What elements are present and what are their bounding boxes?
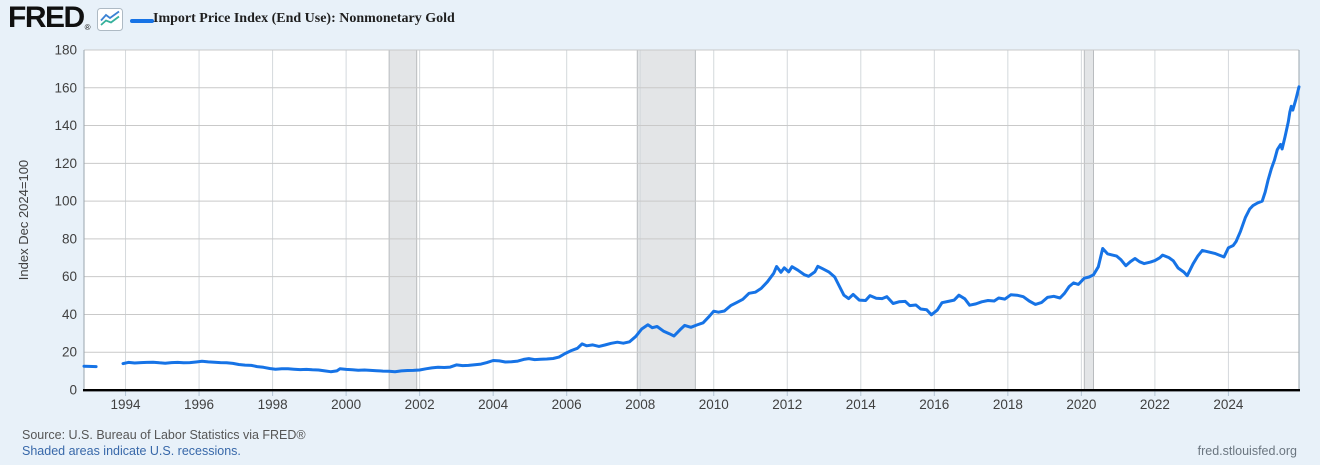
x-tick-label: 1998	[258, 397, 288, 412]
x-tick-label: 2014	[846, 397, 877, 412]
y-tick-label: 140	[54, 118, 77, 133]
series-line[interactable]	[121, 85, 1301, 374]
recession-note-link[interactable]: Shaded areas indicate U.S. recessions.	[22, 444, 241, 458]
fred-url-watermark[interactable]: fred.stlouisfed.org	[1197, 444, 1297, 458]
y-tick-label: 100	[54, 194, 77, 209]
fred-chart-icon	[97, 8, 123, 31]
recession-band	[1084, 50, 1094, 390]
y-tick-label: 120	[54, 156, 77, 171]
x-tick-label: 2010	[699, 397, 729, 412]
x-tick-label: 2018	[993, 397, 1023, 412]
x-tick-label: 2024	[1213, 397, 1244, 412]
fred-logo[interactable]: FRED®	[8, 1, 91, 40]
logo-blue-line	[100, 10, 120, 22]
recession-band	[637, 50, 696, 390]
x-tick-label: 1994	[111, 397, 142, 412]
y-tick-label: 0	[69, 383, 77, 398]
x-tick-label: 2004	[478, 397, 509, 412]
y-tick-label: 80	[62, 231, 77, 246]
y-tick-label: 180	[54, 43, 77, 58]
source-text: Source: U.S. Bureau of Labor Statistics …	[22, 428, 306, 442]
x-tick-label: 2000	[331, 397, 361, 412]
series-legend-label[interactable]: Import Price Index (End Use): Nonmonetar…	[153, 11, 455, 26]
recession-band	[389, 50, 417, 390]
registered-mark: ®	[84, 23, 91, 32]
legend-line-swatch	[130, 19, 154, 23]
x-tick-label: 2016	[919, 397, 949, 412]
x-axis-line	[83, 389, 1300, 392]
y-tick-label: 160	[54, 80, 77, 95]
x-tick-label: 1996	[184, 397, 214, 412]
x-tick-label: 2006	[552, 397, 582, 412]
y-tick-label: 20	[62, 345, 77, 360]
y-tick-label: 60	[62, 269, 77, 284]
x-tick-label: 2020	[1066, 397, 1096, 412]
fred-logo-text: FRED	[8, 1, 85, 34]
x-tick-label: 2012	[772, 397, 802, 412]
y-tick-label: 40	[62, 307, 77, 322]
logo-green-line	[100, 15, 120, 26]
x-tick-label: 2022	[1140, 397, 1170, 412]
x-tick-label: 2008	[625, 397, 655, 412]
x-tick-label: 2002	[405, 397, 435, 412]
